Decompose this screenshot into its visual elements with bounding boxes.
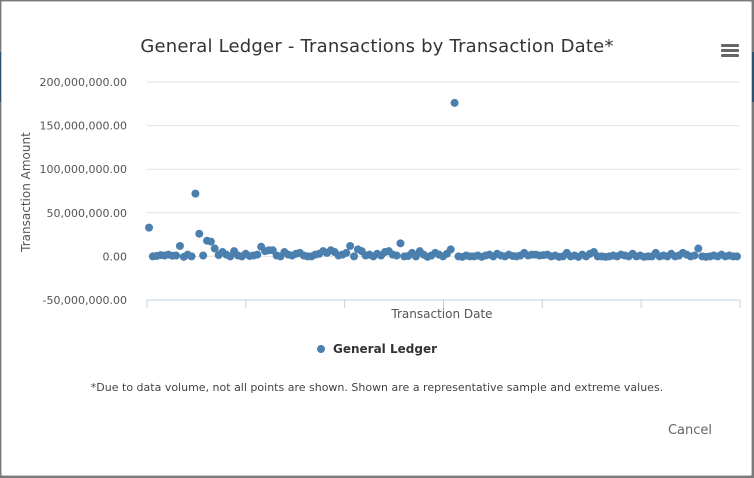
y-tick-label: 100,000,000.00 bbox=[40, 163, 127, 176]
y-tick-label: 0.00 bbox=[103, 250, 128, 263]
x-axis bbox=[146, 299, 741, 308]
data-point[interactable] bbox=[191, 189, 200, 198]
y-tick-label: 200,000,000.00 bbox=[40, 76, 127, 89]
x-axis-title: Transaction Date bbox=[390, 307, 492, 321]
data-point[interactable] bbox=[392, 251, 401, 260]
data-point[interactable] bbox=[253, 250, 262, 259]
y-tick-label: 50,000,000.00 bbox=[47, 207, 127, 220]
chart-legend[interactable]: General Ledger bbox=[0, 342, 754, 356]
legend-marker bbox=[317, 345, 325, 353]
data-point[interactable] bbox=[175, 241, 184, 250]
data-point[interactable] bbox=[342, 248, 351, 257]
y-gridlines bbox=[147, 81, 740, 301]
y-tick-label: -50,000,000.00 bbox=[43, 294, 127, 307]
data-point[interactable] bbox=[346, 241, 355, 250]
cancel-button[interactable]: Cancel bbox=[667, 423, 713, 438]
data-point[interactable] bbox=[350, 252, 359, 261]
data-point[interactable] bbox=[450, 98, 459, 107]
data-point[interactable] bbox=[172, 251, 181, 260]
data-point[interactable] bbox=[145, 223, 153, 232]
data-point[interactable] bbox=[694, 244, 703, 253]
y-axis-title: Transaction Amount bbox=[19, 132, 33, 253]
data-point[interactable] bbox=[206, 237, 215, 246]
data-point[interactable] bbox=[690, 251, 699, 260]
legend-label: General Ledger bbox=[333, 342, 437, 356]
chart-footnote: *Due to data volume, not all points are … bbox=[90, 381, 664, 394]
data-point[interactable] bbox=[187, 252, 196, 261]
data-point[interactable] bbox=[210, 244, 219, 253]
data-point[interactable] bbox=[199, 251, 208, 260]
series-general-ledger bbox=[145, 98, 741, 261]
chart-menu-icon[interactable] bbox=[721, 44, 739, 60]
data-point[interactable] bbox=[396, 239, 405, 248]
data-point[interactable] bbox=[733, 252, 741, 261]
y-tick-label: 150,000,000.00 bbox=[40, 120, 127, 133]
chart-title: General Ledger - Transactions by Transac… bbox=[140, 36, 614, 57]
data-point[interactable] bbox=[195, 229, 204, 238]
data-point[interactable] bbox=[446, 245, 455, 254]
y-tick-labels: 200,000,000.00 150,000,000.00 100,000,000.… bbox=[40, 76, 127, 307]
